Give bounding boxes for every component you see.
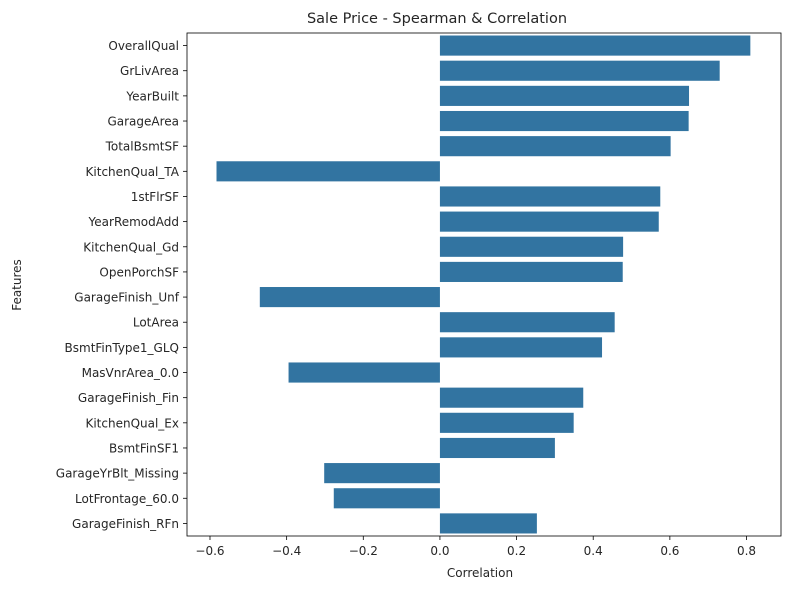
y-tick-label: KitchenQual_Ex bbox=[85, 416, 179, 430]
y-tick-label: LotArea bbox=[133, 316, 179, 330]
bar-garagefinish-rfn bbox=[439, 513, 537, 534]
x-tick-label: 0.6 bbox=[660, 544, 679, 558]
bar-overallqual bbox=[439, 35, 751, 56]
bar-grlivarea bbox=[439, 60, 720, 81]
y-tick-label: BsmtFinSF1 bbox=[109, 441, 179, 455]
y-tick-label: GrLivArea bbox=[120, 64, 179, 78]
bar-openporchsf bbox=[439, 261, 623, 282]
x-axis-title: Correlation bbox=[447, 566, 513, 580]
y-tick-label: KitchenQual_TA bbox=[86, 165, 180, 179]
y-tick-label: YearBuilt bbox=[125, 89, 179, 103]
y-tick-label: GarageFinish_Fin bbox=[78, 391, 179, 405]
y-tick-label: GarageYrBlt_Missing bbox=[56, 467, 179, 481]
x-ticks: −0.6 −0.4 −0.2 0.0 0.2 0.4 0.6 0.8 bbox=[195, 536, 756, 558]
y-tick-label: GarageFinish_Unf bbox=[74, 291, 179, 305]
bar-totalbsmtsf bbox=[439, 136, 671, 157]
bar-garagefinish-fin bbox=[439, 387, 584, 408]
x-tick-label: 0.8 bbox=[737, 544, 756, 558]
x-tick-label: 0.4 bbox=[584, 544, 603, 558]
bars-group bbox=[216, 35, 751, 534]
bar-kitchenqual-ta bbox=[216, 161, 440, 182]
y-tick-labels: OverallQual GrLivArea YearBuilt GarageArea T… bbox=[56, 39, 187, 531]
bar-kitchenqual-gd bbox=[439, 236, 624, 257]
x-tick-label: 0.2 bbox=[507, 544, 526, 558]
bar-bsmtfinsf1 bbox=[439, 437, 555, 459]
bar-1stflrsf bbox=[439, 186, 661, 207]
plot-frame bbox=[186, 32, 782, 537]
bar-yearremodadd bbox=[439, 211, 659, 232]
y-tick-label: YearRemodAdd bbox=[88, 215, 179, 229]
y-tick-label: MasVnrArea_0.0 bbox=[82, 366, 179, 380]
x-tick-label: −0.6 bbox=[195, 544, 224, 558]
x-tick-label: −0.4 bbox=[272, 544, 301, 558]
bar-masvnrarea-0-0 bbox=[288, 362, 440, 383]
bar-bsmtfintype1-glq bbox=[439, 337, 603, 358]
y-axis-title: Features bbox=[10, 259, 24, 311]
bar-kitchenqual-ex bbox=[439, 412, 574, 433]
bar-garagefinish-unf bbox=[259, 287, 440, 308]
y-tick-label: OverallQual bbox=[108, 39, 179, 53]
y-tick-label: GarageFinish_RFn bbox=[72, 517, 179, 531]
bar-garageyrblt-missing bbox=[324, 463, 440, 484]
y-tick-label: OpenPorchSF bbox=[99, 265, 179, 279]
y-tick-label: LotFrontage_60.0 bbox=[75, 492, 179, 506]
y-tick-label: TotalBsmtSF bbox=[105, 140, 180, 154]
x-tick-label: −0.2 bbox=[349, 544, 378, 558]
y-tick-label: GarageArea bbox=[107, 115, 179, 129]
y-tick-label: 1stFlrSF bbox=[131, 190, 179, 204]
y-tick-label: BsmtFinType1_GLQ bbox=[65, 341, 179, 355]
x-tick-label: 0.0 bbox=[430, 544, 449, 558]
chart-title: Sale Price - Spearman & Correlation bbox=[307, 11, 567, 27]
bar-yearbuilt bbox=[439, 85, 690, 106]
bar-lotfrontage-60-0 bbox=[333, 488, 440, 509]
bar-garagearea bbox=[439, 110, 689, 132]
bar-lotarea bbox=[439, 312, 615, 333]
y-tick-label: KitchenQual_Gd bbox=[83, 240, 179, 254]
